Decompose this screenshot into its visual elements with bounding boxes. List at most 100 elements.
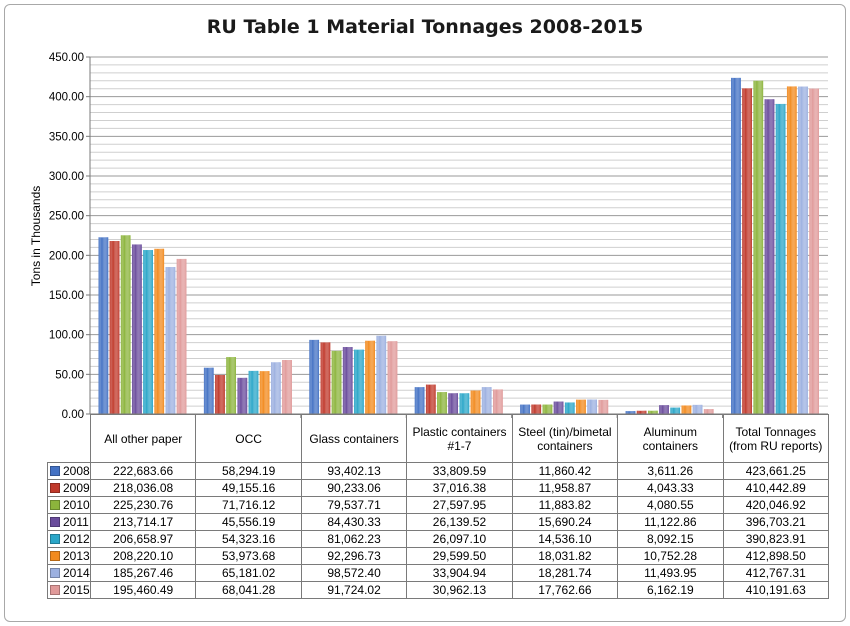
y-tick-label: 150.00	[49, 290, 84, 302]
y-tick-label: 200.00	[49, 250, 84, 262]
legend-key	[50, 465, 60, 476]
category-label: Steel (tin)/bimetal containers	[511, 414, 619, 463]
bar-shade	[636, 410, 647, 414]
data-label: 65,181.02	[195, 564, 302, 582]
data-label: 18,281.74	[511, 564, 619, 582]
data-label: 225,230.76	[89, 496, 197, 514]
bar-shade	[542, 404, 553, 414]
table-row: 2015 195,460.49 68,041.28 91,724.02 30,962.1…	[47, 581, 829, 599]
bar-shade	[598, 399, 609, 414]
bar-shade	[531, 404, 542, 414]
bar-shade	[775, 103, 786, 415]
legend-entry-2015: 2015	[47, 581, 91, 599]
series-name: 2012	[63, 531, 90, 546]
data-label: 33,809.59	[406, 462, 513, 480]
bar-shade	[226, 357, 236, 414]
table-row: 2009 218,036.08 49,155.16 90,233.06 37,016.3…	[47, 479, 829, 497]
bar-shade	[659, 405, 669, 414]
data-label: 33,904.94	[406, 564, 513, 582]
bar-shade	[553, 401, 564, 414]
data-label: 396,703.21	[722, 513, 829, 531]
category-label: Glass containers	[300, 414, 408, 463]
data-label: 45,556.19	[195, 513, 302, 531]
data-label: 420,046.92	[722, 496, 829, 514]
data-label: 222,683.66	[89, 462, 197, 480]
bar-shade	[98, 237, 109, 414]
bar-shade	[387, 341, 398, 414]
series-name: 2015	[63, 582, 90, 597]
bar-shade	[670, 407, 681, 414]
data-label: 4,043.33	[617, 479, 724, 497]
bar-shade	[248, 370, 259, 414]
bar-shade	[154, 248, 165, 414]
category-label: Plastic containers #1-7	[406, 414, 513, 463]
bar-shade	[282, 360, 292, 414]
bar-shade	[414, 387, 425, 414]
data-label: 410,442.89	[722, 479, 829, 497]
bar-shade	[309, 339, 320, 414]
bar-shade	[798, 86, 808, 414]
bar-shade	[132, 244, 142, 414]
data-label: 11,860.42	[511, 462, 619, 480]
y-tick-label: 300.00	[49, 171, 84, 183]
data-label: 30,962.13	[406, 581, 513, 599]
data-label: 195,460.49	[89, 581, 197, 599]
data-label: 53,973.68	[195, 547, 302, 565]
data-label: 71,716.12	[195, 496, 302, 514]
legend-key	[50, 550, 60, 561]
bar-shade	[320, 342, 331, 414]
legend-entry-2014: 2014	[47, 564, 91, 582]
data-label: 4,080.55	[617, 496, 724, 514]
series-name: 2011	[63, 514, 89, 529]
data-label: 390,823.91	[722, 530, 829, 548]
bar-shade	[143, 250, 153, 414]
bar-shade	[648, 410, 658, 414]
data-label: 8,092.15	[617, 530, 724, 548]
data-label: 49,155.16	[195, 479, 302, 497]
data-label: 213,714.17	[89, 513, 197, 531]
data-table: All other paper OCC Glass containers Plasti…	[47, 414, 829, 599]
data-label: 68,041.28	[195, 581, 302, 599]
data-label: 98,572.40	[300, 564, 408, 582]
data-label: 10,752.28	[617, 547, 724, 565]
series-name: 2008	[63, 463, 90, 478]
data-label: 6,162.19	[617, 581, 724, 599]
bar-shade	[764, 99, 775, 415]
y-tick-label: 450.00	[49, 52, 84, 64]
data-label: 15,690.24	[511, 513, 619, 531]
bar-shade	[448, 393, 458, 414]
data-label: 208,220.10	[89, 547, 197, 565]
bar-shade	[742, 88, 752, 415]
bar-shade	[271, 362, 281, 414]
category-label: OCC	[195, 414, 302, 463]
legend-key	[50, 584, 60, 595]
table-row: 2012 206,658.97 54,323.16 81,062.23 26,097.1…	[47, 530, 829, 548]
table-row: 2013 208,220.10 53,973.68 92,296.73 29,599.5…	[47, 547, 829, 565]
series-name: 2010	[63, 497, 90, 512]
bar-shade	[786, 86, 797, 415]
bar-shade	[109, 241, 120, 414]
bar-shade	[576, 399, 586, 414]
table-row: 2011 213,714.17 45,556.19 84,430.33 26,139.5…	[47, 513, 829, 531]
bar-shade	[520, 404, 530, 414]
y-tick-label: 400.00	[49, 92, 84, 104]
bar-shade	[481, 387, 492, 414]
bar-shade	[809, 88, 819, 415]
data-label: 37,016.38	[406, 479, 513, 497]
bar-shade	[342, 347, 353, 414]
y-tick-label: 100.00	[49, 330, 84, 342]
bar-shade	[681, 405, 692, 414]
bar-shade	[237, 377, 248, 414]
legend-key	[50, 499, 60, 510]
series-name: 2009	[63, 480, 90, 495]
bar-shade	[564, 402, 575, 414]
chart-title: RU Table 1 Material Tonnages 2008-2015	[206, 16, 644, 38]
legend-entry-2013: 2013	[47, 547, 91, 565]
data-label: 93,402.13	[300, 462, 408, 480]
data-label: 423,661.25	[722, 462, 829, 480]
legend-entry-2011: 2011	[47, 513, 91, 531]
legend-entry-2009: 2009	[47, 479, 91, 497]
table-row: 2014 185,267.46 65,181.02 98,572.40 33,904.9…	[47, 564, 829, 582]
category-label: Aluminum containers	[617, 414, 724, 463]
